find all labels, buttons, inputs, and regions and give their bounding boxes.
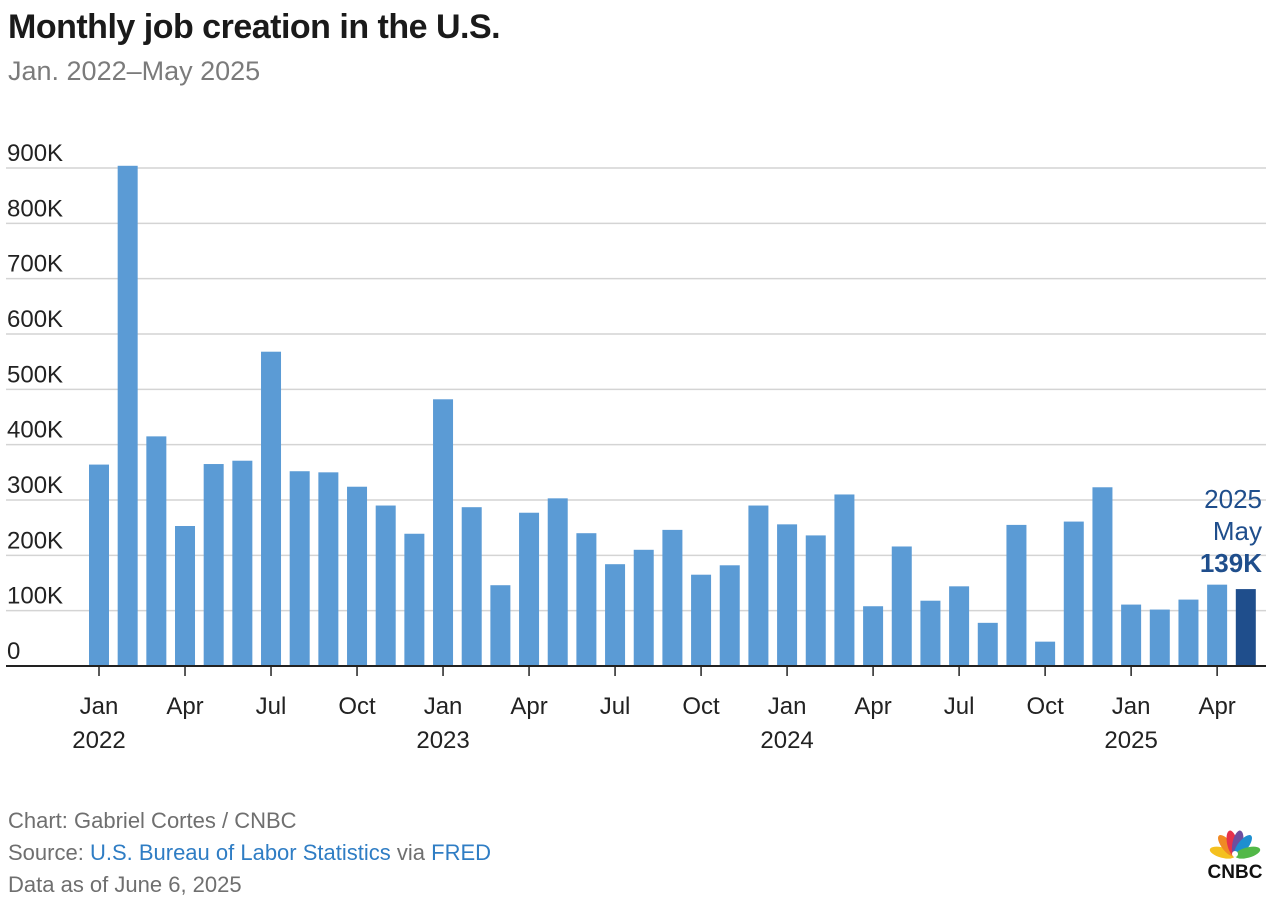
annotation-year: 2025 xyxy=(1204,484,1262,514)
bar xyxy=(1006,524,1027,666)
bar xyxy=(490,585,511,666)
x-tick-label: Jul xyxy=(256,693,287,720)
bar xyxy=(834,494,855,666)
bar xyxy=(433,399,454,666)
bar xyxy=(891,546,912,666)
bar xyxy=(547,498,568,666)
chart-title: Monthly job creation in the U.S. xyxy=(8,8,501,46)
bar xyxy=(605,564,626,666)
bar xyxy=(576,533,597,666)
bar xyxy=(347,486,368,666)
peacock-icon xyxy=(1209,830,1261,859)
bar xyxy=(519,512,540,666)
x-year-label: 2024 xyxy=(760,727,813,754)
bar xyxy=(175,526,196,666)
chart-subtitle: Jan. 2022–May 2025 xyxy=(8,56,261,86)
bar xyxy=(203,464,224,666)
y-tick-label: 300K xyxy=(7,472,63,499)
highlighted-bar xyxy=(1235,589,1256,666)
annotation-value: 139K xyxy=(1200,548,1262,578)
x-tick-label: Apr xyxy=(510,693,547,720)
x-tick-label: Oct xyxy=(338,693,376,720)
x-tick-label: Jul xyxy=(944,693,975,720)
source-line: Source: U.S. Bureau of Labor Statistics … xyxy=(8,840,491,866)
x-tick-label: Jul xyxy=(600,693,631,720)
x-tick-label: Jan xyxy=(424,693,463,720)
bar xyxy=(805,535,826,666)
bar xyxy=(375,505,396,666)
bar xyxy=(977,622,998,666)
bar xyxy=(748,505,769,666)
x-year-label: 2022 xyxy=(72,727,125,754)
x-year-label: 2023 xyxy=(416,727,469,754)
bar xyxy=(863,606,884,666)
bar xyxy=(1149,609,1170,666)
bar xyxy=(1035,641,1056,666)
data-date: Data as of June 6, 2025 xyxy=(8,872,242,897)
cnbc-logo-text: CNBC xyxy=(1208,862,1263,882)
peacock-feather xyxy=(1234,846,1261,859)
bar xyxy=(146,436,167,666)
bar xyxy=(1121,604,1142,666)
bar xyxy=(1092,487,1113,666)
source-prefix: Source: xyxy=(8,840,90,865)
y-tick-label: 200K xyxy=(7,527,63,554)
y-tick-label: 900K xyxy=(7,140,63,167)
bar xyxy=(89,464,109,666)
y-tick-label: 500K xyxy=(7,361,63,388)
peacock-body xyxy=(1232,851,1238,857)
annotation-month: May xyxy=(1213,516,1262,546)
bar xyxy=(1063,521,1084,666)
cnbc-logo: CNBC xyxy=(1208,830,1263,882)
bar xyxy=(461,507,482,666)
bar xyxy=(1178,599,1199,666)
bar xyxy=(662,529,683,666)
y-tick-label: 400K xyxy=(7,417,63,444)
bar-chart: 0 100K 200K 300K 400K 500K 600K 700K 800K 900K Jan… xyxy=(6,140,1266,754)
y-tick-label: 600K xyxy=(7,306,63,333)
y-tick-label: 700K xyxy=(7,251,63,278)
x-tick-label: Oct xyxy=(1026,693,1064,720)
x-tick-label: Jan xyxy=(768,693,807,720)
bar xyxy=(261,351,282,666)
bar xyxy=(719,565,740,666)
x-tick-label: Apr xyxy=(854,693,891,720)
chart-credit: Chart: Gabriel Cortes / CNBC xyxy=(8,808,297,833)
bls-source-link[interactable]: U.S. Bureau of Labor Statistics xyxy=(89,840,391,865)
bar xyxy=(949,586,970,666)
x-year-label: 2025 xyxy=(1104,727,1157,754)
bar xyxy=(1207,584,1228,666)
bar xyxy=(777,524,798,666)
bar xyxy=(232,460,253,666)
fred-source-link[interactable]: FRED xyxy=(431,840,492,865)
y-tick-label: 0 xyxy=(7,638,20,665)
bar xyxy=(920,600,941,666)
y-tick-label: 800K xyxy=(7,195,63,222)
bar xyxy=(404,533,425,666)
x-tick-label: Oct xyxy=(682,693,720,720)
source-via: via xyxy=(390,840,432,865)
x-tick-label: Jan xyxy=(1112,693,1151,720)
x-tick-label: Apr xyxy=(1198,693,1235,720)
bar xyxy=(633,549,654,666)
x-tick-label: Apr xyxy=(166,693,203,720)
bar xyxy=(318,472,339,666)
bar xyxy=(117,165,138,666)
x-tick-label: Jan xyxy=(80,693,119,720)
bar xyxy=(691,574,712,666)
y-tick-label: 100K xyxy=(7,583,63,610)
bar xyxy=(289,471,310,666)
